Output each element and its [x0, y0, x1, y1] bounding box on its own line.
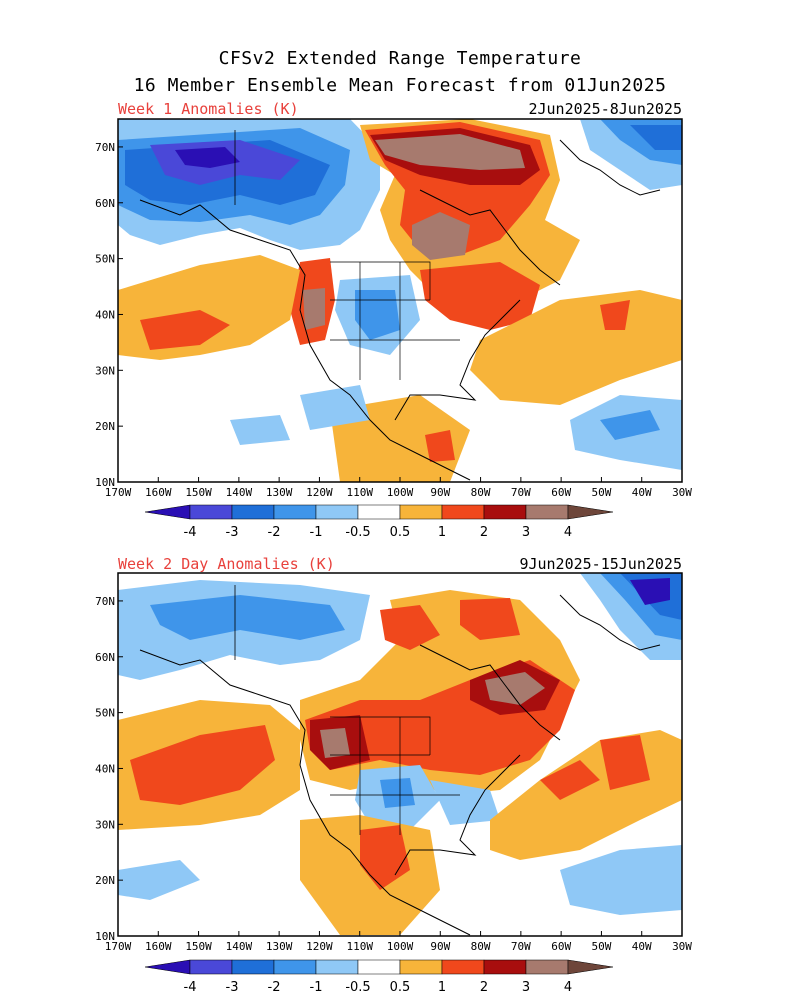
week2-lon-tick-label: 30W [672, 940, 692, 953]
title-line-1: CFSv2 Extended Range Temperature [218, 48, 582, 69]
week2-map [118, 573, 682, 936]
week2-colorbar-swatch [273, 959, 317, 975]
week1-colorbar-label: -4 [184, 525, 197, 540]
week1-lon-tick-label: 120W [306, 486, 333, 499]
week2-colorbar-swatch [483, 959, 527, 975]
week2-lon-tick-label: 80W [471, 940, 491, 953]
week1-lat-tick-label: 30N [95, 364, 115, 377]
week1-lat-tick-label: 70N [95, 141, 115, 154]
week2-colorbar-label: -2 [268, 980, 281, 995]
week1-lon-tick-label: 130W [266, 486, 293, 499]
week2-colorbar-swatch [399, 959, 443, 975]
week1-colorbar-swatch [441, 504, 485, 520]
week2-colorbar-swatch [357, 959, 401, 975]
week2-lon-tick-label: 70W [511, 940, 531, 953]
week1-lon-tick-label: 80W [471, 486, 491, 499]
week1-colorbar-swatch [189, 504, 233, 520]
week1-colorbar-swatch [273, 504, 317, 520]
week2-lat-tick-label: 70N [95, 595, 115, 608]
week1-lon-tick-label: 150W [185, 486, 212, 499]
week2-lat-tick-label: 50N [95, 707, 115, 720]
week1-lon-tick-label: 90W [430, 486, 450, 499]
week2-colorbar-swatch [525, 959, 569, 975]
week1-colorbar-label: -0.5 [345, 525, 370, 540]
week2-colorbar-label: -1 [310, 980, 323, 995]
week2-colorbar-label: 4 [564, 980, 572, 995]
week2-colorbar-label: -4 [184, 980, 197, 995]
week1-colorbar-swatch [315, 504, 359, 520]
week1-lon-tick-label: 100W [387, 486, 414, 499]
week2-colorbar-label: 3 [522, 980, 530, 995]
week1-colorbar-swatch [525, 504, 569, 520]
week1-lon-tick-label: 140W [226, 486, 253, 499]
week2-lon-tick-label: 170W [105, 940, 132, 953]
week1-map [118, 119, 682, 482]
week2-colorbar-label: 0.5 [390, 980, 411, 995]
week2-lon-tick-label: 60W [551, 940, 571, 953]
week1-colorbar-label: 4 [564, 525, 572, 540]
week2-colorbar-swatch [315, 959, 359, 975]
week2-date-range: 9Jun2025-15Jun2025 [519, 555, 682, 573]
week1-lat-tick-label: 50N [95, 253, 115, 266]
week2-lon-tick-label: 150W [185, 940, 212, 953]
week2-colorbar-swatch [231, 959, 275, 975]
week1-panel-label: Week 1 Anomalies (K) [118, 100, 299, 118]
week1-lat-tick-label: 20N [95, 420, 115, 433]
week1-lat-tick-label: 60N [95, 197, 115, 210]
week2-lon-tick-label: 110W [346, 940, 373, 953]
week1-lon-tick-label: 70W [511, 486, 531, 499]
week2-lat-tick-label: 60N [95, 651, 115, 664]
week1-lat-tick-label: 40N [95, 308, 115, 321]
week2-colorbar-label: 1 [438, 980, 446, 995]
week2-colorbar-swatch [441, 959, 485, 975]
week1-colorbar-swatch [231, 504, 275, 520]
week2-lon-tick-label: 140W [226, 940, 253, 953]
week2-lon-tick-label: 120W [306, 940, 333, 953]
week2-colorbar-swatch [189, 959, 233, 975]
week1-lon-tick-label: 40W [632, 486, 652, 499]
week2-lon-tick-label: 160W [145, 940, 172, 953]
week2-colorbar-label: 2 [480, 980, 488, 995]
week1-colorbar-swatch [357, 504, 401, 520]
week1-lon-tick-label: 60W [551, 486, 571, 499]
week1-date-range: 2Jun2025-8Jun2025 [528, 100, 682, 118]
week2-panel-label: Week 2 Day Anomalies (K) [118, 555, 335, 573]
week1-colorbar-arrow-left [144, 504, 191, 520]
week2-colorbar-arrow-right [567, 959, 614, 975]
week2-lat-tick-label: 20N [95, 874, 115, 887]
week2-lat-tick-label: 30N [95, 818, 115, 831]
week1-colorbar-label: 2 [480, 525, 488, 540]
week2-colorbar-label: -3 [226, 980, 239, 995]
week1-colorbar-label: -1 [310, 525, 323, 540]
week2-colorbar-label: -0.5 [345, 980, 370, 995]
week1-colorbar-label: -3 [226, 525, 239, 540]
week2-colorbar-arrow-left [144, 959, 191, 975]
week1-colorbar-swatch [399, 504, 443, 520]
week2-lon-tick-label: 130W [266, 940, 293, 953]
week2-lon-tick-label: 40W [632, 940, 652, 953]
week1-lon-tick-label: 160W [145, 486, 172, 499]
week1-lat-tick-label: 10N [95, 476, 115, 489]
week2-lon-tick-label: 50W [591, 940, 611, 953]
week2-lat-tick-label: 10N [95, 930, 115, 943]
title-line-2: 16 Member Ensemble Mean Forecast from 01… [133, 75, 667, 96]
week1-lon-tick-label: 30W [672, 486, 692, 499]
week1-colorbar-label: -2 [268, 525, 281, 540]
week1-colorbar-label: 1 [438, 525, 446, 540]
week1-colorbar-swatch [483, 504, 527, 520]
week1-colorbar-label: 0.5 [390, 525, 411, 540]
week1-lon-tick-label: 110W [346, 486, 373, 499]
week2-lat-tick-label: 40N [95, 762, 115, 775]
week1-lon-tick-label: 50W [591, 486, 611, 499]
week1-colorbar-arrow-right [567, 504, 614, 520]
week2-lon-tick-label: 100W [387, 940, 414, 953]
week1-lon-tick-label: 170W [105, 486, 132, 499]
week1-colorbar-label: 3 [522, 525, 530, 540]
week2-lon-tick-label: 90W [430, 940, 450, 953]
